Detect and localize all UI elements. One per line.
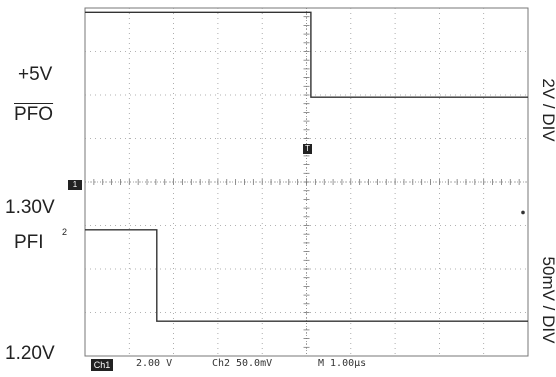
status-ch2-scale: 50.0mV bbox=[236, 358, 273, 369]
status-timebase: M 1.00µs bbox=[318, 358, 367, 369]
ch1-ground-marker: 1 bbox=[68, 180, 82, 190]
status-ch1-scale: 2.00 V bbox=[136, 358, 173, 369]
ch1-scale-label: 2V / DIV bbox=[539, 78, 556, 142]
ch2-ref-dot bbox=[521, 210, 525, 215]
graticule bbox=[84, 7, 529, 357]
status-ch1-tag: Ch1 bbox=[91, 359, 113, 371]
trigger-marker: T bbox=[303, 144, 312, 154]
pfo-signal-label: PFO bbox=[14, 104, 54, 125]
pfi-low-level-label: 1.20V bbox=[5, 343, 55, 364]
pfo-high-level-label: +5V bbox=[18, 64, 53, 85]
markers bbox=[521, 210, 525, 215]
pfi-signal-label: PFI bbox=[14, 232, 44, 253]
traces bbox=[85, 11, 528, 322]
status-ch2-tag: Ch2 bbox=[212, 358, 231, 369]
trace-pfi bbox=[85, 229, 528, 322]
trace-pfo bbox=[85, 11, 528, 98]
pfi-high-level-label: 1.30V bbox=[5, 197, 55, 218]
pfi-channel-number: 2 bbox=[62, 227, 68, 237]
ch2-scale-label: 50mV / DIV bbox=[539, 256, 556, 344]
